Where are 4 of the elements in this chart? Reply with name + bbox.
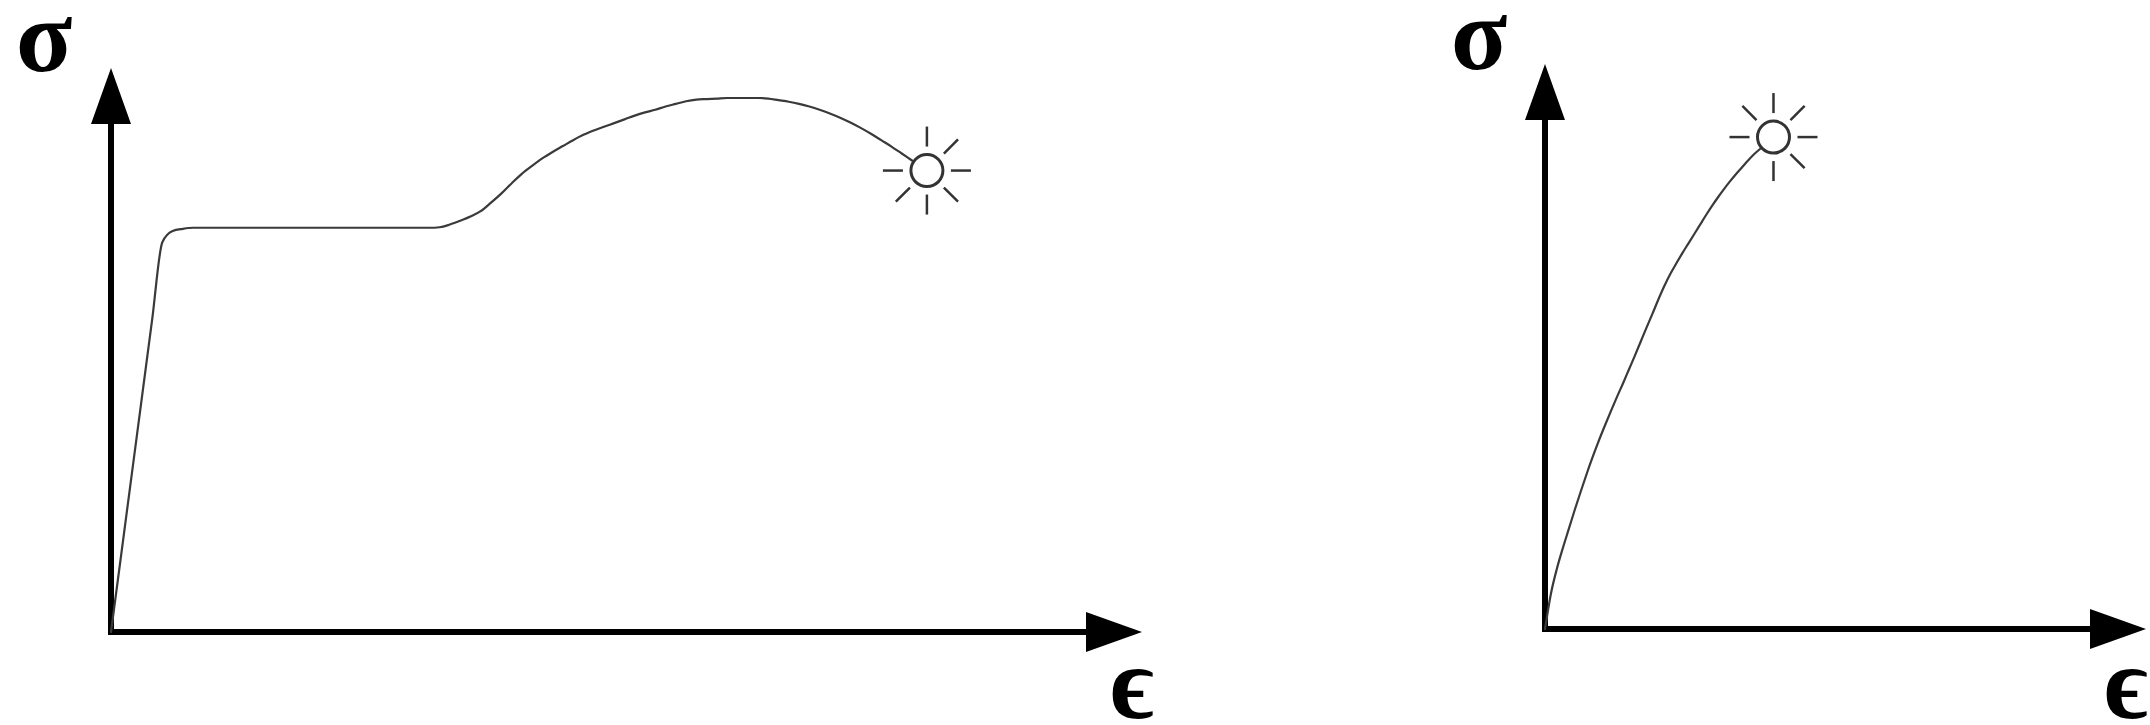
x-axis-title: ϵ (2104, 625, 2148, 725)
x-axis-title: ϵ (1110, 625, 1154, 725)
y-axis-title: σ (1450, 0, 1508, 91)
y-axis-title: σ (15, 0, 73, 93)
